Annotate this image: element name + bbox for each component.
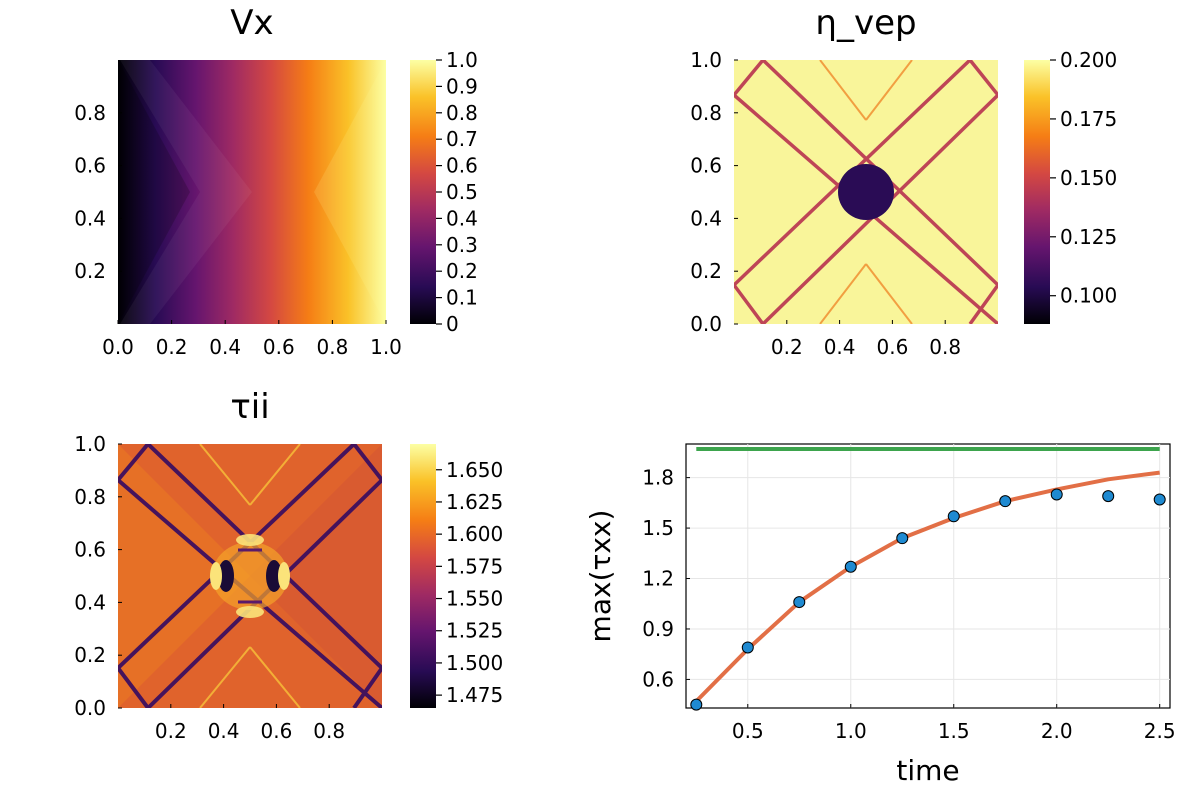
y-tick-label: 1.2 xyxy=(642,567,674,591)
x-tick-label: 1.5 xyxy=(938,719,970,743)
scatter-point xyxy=(1153,493,1166,506)
vx-cb-tick-label: 0.6 xyxy=(446,154,478,178)
panel-max-txx: 0.5 1.0 1.5 2.0 2.5 0.6 0.9 1.2 1.5 1.8 time max(… xyxy=(584,443,1176,787)
vx-colorbar xyxy=(410,60,436,324)
tau-ii-y-tick-label: 1.0 xyxy=(74,432,106,456)
eta-vep-cb-tick-label: 0.200 xyxy=(1060,48,1117,72)
eta-vep-cb-tick-label: 0.125 xyxy=(1060,225,1117,249)
vx-cb-tick-label: 0.3 xyxy=(446,233,478,257)
tau-ii-y-tick-label: 0.8 xyxy=(74,485,106,509)
tau-ii-colorbar xyxy=(410,444,436,708)
vx-x-tick-label: 1.0 xyxy=(370,335,402,359)
tau-ii-x-tick-label: 0.4 xyxy=(208,719,240,743)
eta-vep-y-tick-label: 1.0 xyxy=(690,48,722,72)
tau-ii-cb-tick-label: 1.600 xyxy=(446,522,503,546)
eta-vep-x-tick-label: 0.8 xyxy=(929,335,961,359)
vx-cb-tick-label: 0.7 xyxy=(446,127,478,151)
panel-tau-ii: τii xyxy=(74,387,503,743)
vx-cb-tick-label: 0.9 xyxy=(446,74,478,98)
tau-ii-y-tick-label: 0.2 xyxy=(74,643,106,667)
tau-ii-center-feature xyxy=(210,534,290,618)
tau-ii-cb-tick-label: 1.525 xyxy=(446,619,503,643)
tau-ii-cb-tick-label: 1.650 xyxy=(446,458,503,482)
vx-heatmap xyxy=(118,60,386,324)
eta-vep-y-tick-label: 0.8 xyxy=(690,101,722,125)
scatter-point xyxy=(844,560,857,573)
x-tick-label: 1.0 xyxy=(835,719,867,743)
panel-eta-vep: η_vep 0.2 0.4 0.6 0.8 0.0 0.2 0.4 0.6 0.8 1.0 xyxy=(690,3,1117,359)
eta-vep-title: η_vep xyxy=(815,3,916,43)
vx-cb-tick-label: 0 xyxy=(446,312,459,336)
eta-vep-y-tick-label: 0.6 xyxy=(690,154,722,178)
tau-ii-heatmap xyxy=(118,444,382,708)
vx-y-tick-label: 0.2 xyxy=(74,259,106,283)
eta-vep-y-tick-label: 0.4 xyxy=(690,206,722,230)
vx-x-tick-label: 0.2 xyxy=(156,335,188,359)
vx-cb-tick-label: 1.0 xyxy=(446,48,478,72)
tau-ii-cb-tick-label: 1.575 xyxy=(446,554,503,578)
tau-ii-cb-tick-label: 1.625 xyxy=(446,490,503,514)
vx-y-tick-label: 0.4 xyxy=(74,206,106,230)
x-tick-label: 2.0 xyxy=(1041,719,1073,743)
y-axis-label: max(τxx) xyxy=(584,510,617,643)
vx-cb-tick-label: 0.2 xyxy=(446,259,478,283)
y-tick-label: 1.5 xyxy=(642,516,674,540)
vx-cb-tick-label: 0.8 xyxy=(446,101,478,125)
line-plot-frame xyxy=(685,443,1171,709)
scatter-point xyxy=(741,641,754,654)
eta-vep-y-tick-label: 0.2 xyxy=(690,259,722,283)
vx-x-tick-label: 0.8 xyxy=(316,335,348,359)
eta-vep-x-tick-label: 0.2 xyxy=(771,335,803,359)
tau-ii-y-tick-label: 0.4 xyxy=(74,590,106,614)
y-tick-label: 0.6 xyxy=(642,667,674,691)
eta-vep-colorbar xyxy=(1024,60,1050,324)
tau-ii-x-tick-label: 0.8 xyxy=(313,719,345,743)
tau-ii-cb-tick-label: 1.475 xyxy=(446,683,503,707)
vx-x-tick-label: 0.6 xyxy=(263,335,295,359)
eta-vep-cb-tick-label: 0.175 xyxy=(1060,107,1117,131)
tau-ii-y-tick-label: 0.0 xyxy=(74,696,106,720)
fit-line xyxy=(694,470,1160,703)
tau-ii-cb-tick-label: 1.550 xyxy=(446,587,503,611)
panel-vx: Vx 0.0 0.2 0.4 0.6 0.8 1.0 0.2 0.4 0.6 0.8 00.1 0.… xyxy=(74,3,478,359)
eta-vep-cb-tick-label: 0.100 xyxy=(1060,284,1117,308)
scatter-point xyxy=(947,510,960,523)
eta-vep-y-tick-label: 0.0 xyxy=(690,312,722,336)
tau-ii-y-tick-label: 0.6 xyxy=(74,538,106,562)
vx-x-tick-label: 0.0 xyxy=(102,335,134,359)
y-tick-label: 1.8 xyxy=(642,466,674,490)
eta-vep-x-tick-label: 0.4 xyxy=(824,335,856,359)
eta-vep-cb-tick-label: 0.150 xyxy=(1060,166,1117,190)
scatter-point xyxy=(793,596,806,609)
scatter-point xyxy=(896,532,909,545)
scatter-point xyxy=(1050,488,1063,501)
y-tick-label: 0.9 xyxy=(642,617,674,641)
scatter-point xyxy=(690,698,703,711)
x-axis-label: time xyxy=(896,754,959,787)
vx-cb-tick-label: 0.5 xyxy=(446,180,478,204)
vx-cb-tick-label: 0.4 xyxy=(446,206,478,230)
vx-title: Vx xyxy=(230,3,273,43)
eta-vep-heatmap xyxy=(734,60,998,324)
scatter-point xyxy=(999,495,1012,508)
eta-vep-x-tick-label: 0.6 xyxy=(876,335,908,359)
scatter-point xyxy=(1102,490,1115,503)
vx-y-tick-label: 0.8 xyxy=(74,101,106,125)
vx-cb-tick-label: 0.1 xyxy=(446,286,478,310)
tau-ii-x-tick-label: 0.2 xyxy=(155,719,187,743)
x-tick-label: 2.5 xyxy=(1144,719,1176,743)
x-tick-label: 0.5 xyxy=(732,719,764,743)
vx-y-tick-label: 0.6 xyxy=(74,154,106,178)
tau-ii-x-tick-label: 0.6 xyxy=(260,719,292,743)
tau-ii-cb-tick-label: 1.500 xyxy=(446,651,503,675)
tau-ii-title: τii xyxy=(230,387,269,427)
vx-x-tick-label: 0.4 xyxy=(209,335,241,359)
